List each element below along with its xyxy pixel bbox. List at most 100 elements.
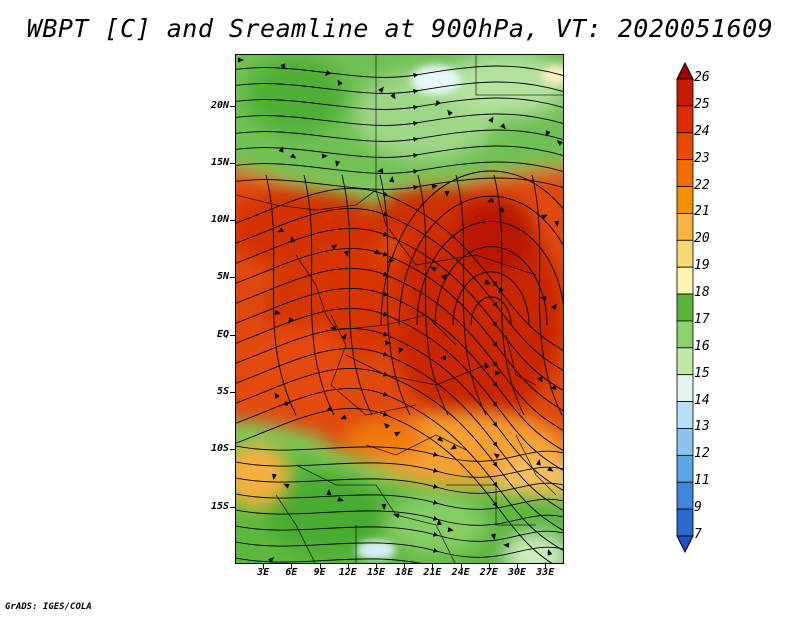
colorbar-segment bbox=[676, 401, 694, 429]
colorbar-bottom-arrow bbox=[676, 535, 694, 554]
streamline bbox=[236, 407, 553, 563]
streamline-arrow bbox=[343, 250, 349, 257]
colorbar-label: 12 bbox=[694, 446, 710, 462]
colorbar-segment bbox=[676, 320, 694, 349]
lat-label: 15N bbox=[210, 156, 229, 168]
streamline-arrow bbox=[398, 347, 404, 354]
streamline bbox=[236, 65, 563, 78]
lat-tick bbox=[230, 220, 235, 222]
colorbar-label: 26 bbox=[694, 70, 710, 85]
lat-label: 10N bbox=[210, 214, 229, 226]
lon-label: 3E bbox=[257, 567, 270, 578]
lat-tick bbox=[230, 392, 235, 394]
streamline-arrow bbox=[494, 370, 501, 376]
streamline-arrow bbox=[283, 483, 290, 489]
streamline bbox=[434, 246, 548, 326]
lon-tick bbox=[432, 564, 434, 569]
streamline-arrow bbox=[321, 153, 328, 159]
colorbar-segment bbox=[676, 186, 694, 214]
streamline-arrow bbox=[537, 376, 543, 383]
streamline-arrow bbox=[326, 489, 332, 496]
lat-tick bbox=[230, 449, 235, 451]
colorbar-segment bbox=[676, 239, 694, 268]
streamline-arrow bbox=[487, 197, 494, 203]
colorbar-label: 17 bbox=[694, 311, 710, 327]
streamline-arrow bbox=[331, 244, 338, 250]
lon-tick bbox=[263, 564, 265, 569]
lon-label: 33E bbox=[536, 567, 555, 578]
streamline bbox=[379, 174, 411, 416]
streamline bbox=[398, 195, 563, 326]
lon-tick bbox=[404, 564, 406, 569]
streamline-arrow bbox=[541, 214, 548, 220]
streamline-arrow bbox=[447, 109, 453, 116]
streamline-arrow bbox=[330, 325, 337, 331]
lon-tick bbox=[460, 564, 462, 569]
streamline bbox=[236, 129, 563, 142]
streamline bbox=[236, 97, 563, 110]
streamline-arrow bbox=[503, 542, 510, 548]
colorbar-segment bbox=[676, 132, 694, 161]
colorbar-segment bbox=[676, 428, 694, 456]
streamline-arrow bbox=[556, 139, 563, 146]
streamline bbox=[236, 557, 554, 563]
streamline bbox=[380, 170, 563, 326]
streamline bbox=[416, 221, 563, 326]
colorbar-segment bbox=[676, 159, 694, 187]
streamline bbox=[236, 461, 563, 478]
streamline bbox=[236, 477, 563, 494]
colorbar-label: 21 bbox=[694, 204, 710, 220]
streamline-arrow bbox=[290, 153, 297, 159]
streamline-arrow bbox=[384, 340, 391, 346]
lon-tick bbox=[488, 564, 490, 569]
lat-tick bbox=[230, 506, 235, 508]
streamline bbox=[455, 174, 487, 416]
lon-tick bbox=[347, 564, 349, 569]
lat-label: 5N bbox=[216, 271, 229, 283]
colorbar-segment bbox=[676, 347, 694, 376]
streamline-arrow bbox=[499, 206, 505, 213]
streamline bbox=[236, 509, 563, 526]
streamline-arrow bbox=[383, 422, 390, 429]
streamline-arrow bbox=[484, 279, 491, 285]
footer-credit: GrADS: IGES/COLA bbox=[5, 602, 92, 612]
lon-label: 21E bbox=[423, 567, 442, 578]
lon-label: 27E bbox=[479, 567, 498, 578]
streamline-arrow bbox=[341, 333, 347, 340]
streamline-arrow bbox=[238, 57, 244, 63]
streamline bbox=[493, 174, 525, 416]
lat-label: 15S bbox=[210, 500, 229, 512]
streamline-arrow bbox=[389, 176, 394, 183]
colorbar-label: 25 bbox=[694, 96, 710, 112]
streamline bbox=[265, 174, 297, 416]
streamline-arrow bbox=[337, 496, 344, 502]
colorbar-segment bbox=[676, 78, 694, 107]
streamline-arrow bbox=[280, 63, 286, 70]
streamline bbox=[236, 113, 563, 126]
streamline bbox=[303, 174, 335, 416]
streamline-arrow bbox=[381, 503, 387, 510]
streamline-arrow bbox=[290, 236, 296, 243]
colorbar-label: 24 bbox=[694, 123, 710, 139]
streamline-arrow bbox=[431, 184, 438, 190]
lon-label: 12E bbox=[338, 567, 357, 578]
streamline-arrow bbox=[493, 453, 500, 459]
streamline bbox=[341, 174, 373, 416]
streamline-arrow bbox=[377, 168, 384, 173]
streamline bbox=[236, 81, 563, 94]
colorbar-label: 7 bbox=[694, 527, 702, 542]
colorbar-label: 23 bbox=[694, 150, 710, 166]
streamline bbox=[470, 296, 512, 326]
streamline-arrow bbox=[554, 220, 560, 227]
streamline-arrow bbox=[440, 355, 447, 361]
lon-tick bbox=[376, 564, 377, 569]
streamline-arrow bbox=[274, 309, 281, 315]
colorbar-segment bbox=[676, 213, 694, 241]
streamline-arrow bbox=[271, 473, 277, 480]
streamline bbox=[236, 541, 563, 558]
streamline-arrow bbox=[430, 266, 437, 272]
colorbar-segment bbox=[676, 508, 694, 537]
streamline-arrow bbox=[337, 79, 343, 86]
streamline bbox=[452, 271, 530, 326]
streamline-arrow bbox=[450, 444, 457, 450]
